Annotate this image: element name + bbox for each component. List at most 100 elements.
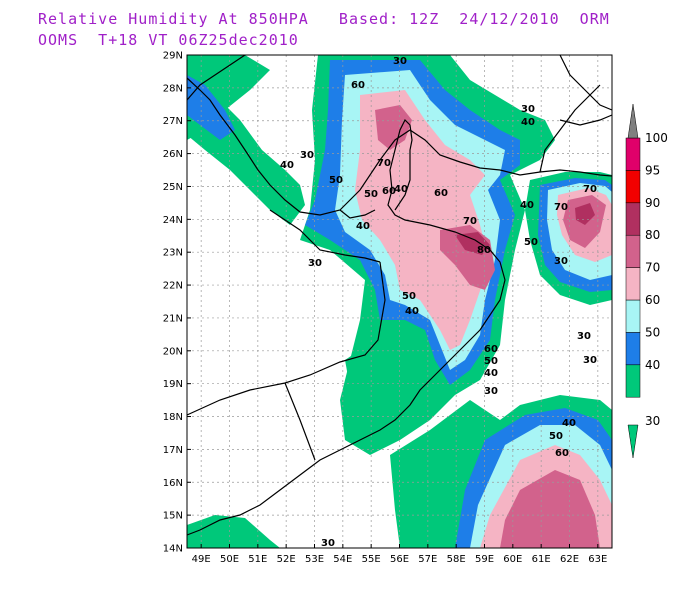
lon-label: 53E — [305, 554, 324, 565]
rh-70-region-north — [375, 105, 412, 150]
border-iraq-iran — [186, 54, 246, 101]
lon-label: 60E — [503, 554, 522, 565]
lat-label: 15N — [163, 511, 183, 522]
coastlines-and-borders — [186, 54, 613, 536]
border-saudi-oman — [186, 261, 386, 416]
contour-label: 50 — [524, 237, 538, 248]
legend-level-label: 70 — [645, 261, 660, 275]
contour-label: 50 — [329, 175, 343, 186]
contour-label: 40 — [562, 418, 576, 429]
lat-label: 19N — [163, 379, 183, 390]
lat-label: 22N — [163, 281, 183, 292]
legend-level-label: 100 — [645, 131, 668, 145]
contour-label: 80 — [477, 245, 491, 256]
latitude-labels: 29N 28N 27N 26N 25N 24N 23N 22N 21N 20N 19N 18N 17N 1… — [163, 51, 191, 555]
lon-label: 61E — [532, 554, 551, 565]
map-title-line1: Relative Humidity At 850HPA Based: 12Z 2… — [38, 10, 610, 28]
lat-label: 18N — [163, 412, 183, 423]
lat-label: 27N — [163, 116, 183, 127]
contour-label: 50 — [364, 189, 378, 200]
lon-label: 56E — [390, 554, 409, 565]
lat-label: 29N — [163, 51, 183, 62]
lon-label: 49E — [192, 554, 211, 565]
legend-level-label: 90 — [645, 196, 660, 210]
border-iran-pakistan — [539, 84, 601, 173]
border-iran-afghanistan — [559, 54, 613, 111]
contour-label: 50 — [402, 291, 416, 302]
lon-label: 54E — [333, 554, 352, 565]
coastline-arabia-gulf — [269, 209, 381, 263]
contour-label: 40 — [521, 117, 535, 128]
contour-label: 60 — [382, 186, 396, 197]
rh-30-region-middle — [345, 335, 420, 420]
contour-label: 40 — [280, 160, 294, 171]
longitude-labels: 49E 50E 51E 52E 53E 54E 55E 56E 57E 58E 59E 60E 61E 6… — [192, 544, 607, 565]
lat-label: 28N — [163, 83, 183, 94]
contour-label: 60 — [351, 80, 365, 91]
legend-swatch — [625, 364, 641, 398]
contour-label: 50 — [549, 431, 563, 442]
contour-label: 40 — [484, 368, 498, 379]
lon-label: 63E — [588, 554, 607, 565]
contour-label: 40 — [405, 306, 419, 317]
coastline-oman — [186, 118, 506, 536]
legend-swatch — [625, 299, 641, 333]
contour-label: 30 — [521, 104, 535, 115]
legend-level-label: 95 — [645, 163, 660, 177]
lon-label: 58E — [447, 554, 466, 565]
lat-label: 26N — [163, 149, 183, 160]
lat-label: 17N — [163, 445, 183, 456]
contour-label: 50 — [484, 356, 498, 367]
contour-label: 30 — [308, 258, 322, 269]
lat-lon-grid — [187, 55, 612, 548]
contour-label: 30 — [321, 538, 335, 549]
contour-label: 30 — [484, 386, 498, 397]
contour-label: 30 — [300, 150, 314, 161]
lon-label: 62E — [560, 554, 579, 565]
legend-swatch — [625, 332, 641, 366]
legend-swatch — [625, 202, 641, 236]
lat-label: 21N — [163, 313, 183, 324]
legend-swatch — [625, 170, 641, 204]
rh-80-region-center — [455, 232, 490, 255]
legend-swatch — [625, 267, 641, 301]
contour-label: 70 — [463, 216, 477, 227]
lat-label: 16N — [163, 478, 183, 489]
coastline-iran — [186, 77, 613, 216]
rh-60-region-central — [355, 90, 488, 350]
contour-label: 70 — [554, 202, 568, 213]
map-title-line2: OOMS T+18 VT 06Z25dec2010 — [38, 31, 299, 49]
border-oman-yemen — [284, 382, 316, 461]
rh-40-region-northwest — [187, 75, 235, 140]
border-uae — [339, 209, 376, 219]
lon-label: 55E — [362, 554, 381, 565]
lat-label: 14N — [163, 544, 183, 555]
color-legend: 30 40 50 60 70 80 90 95 100 — [625, 103, 668, 459]
contour-label: 40 — [394, 184, 408, 195]
contour-label: 40 — [520, 200, 534, 211]
contour-label: 60 — [484, 344, 498, 355]
contour-label: 60 — [555, 448, 569, 459]
contour-label: 30 — [554, 256, 568, 267]
contour-label: 70 — [377, 158, 391, 169]
legend-top-arrow — [627, 103, 639, 139]
lat-label: 25N — [163, 182, 183, 193]
rh-70-region-south — [500, 470, 600, 548]
rh-30-region-southwest — [187, 515, 280, 548]
legend-swatch — [625, 137, 641, 171]
contour-label: 30 — [583, 355, 597, 366]
contour-label: 70 — [583, 184, 597, 195]
contour-label: 30 — [577, 331, 591, 342]
contour-label: 40 — [356, 221, 370, 232]
contour-label: 30 — [393, 56, 407, 67]
border-pakistan-afghanistan — [559, 114, 613, 126]
lat-label: 20N — [163, 346, 183, 357]
lon-label: 51E — [248, 554, 267, 565]
legend-level-label: 40 — [645, 358, 660, 372]
legend-level-label: 30 — [645, 414, 660, 428]
lon-label: 57E — [418, 554, 437, 565]
lon-label: 59E — [475, 554, 494, 565]
lon-label: 50E — [220, 554, 239, 565]
legend-level-label: 80 — [645, 228, 660, 242]
